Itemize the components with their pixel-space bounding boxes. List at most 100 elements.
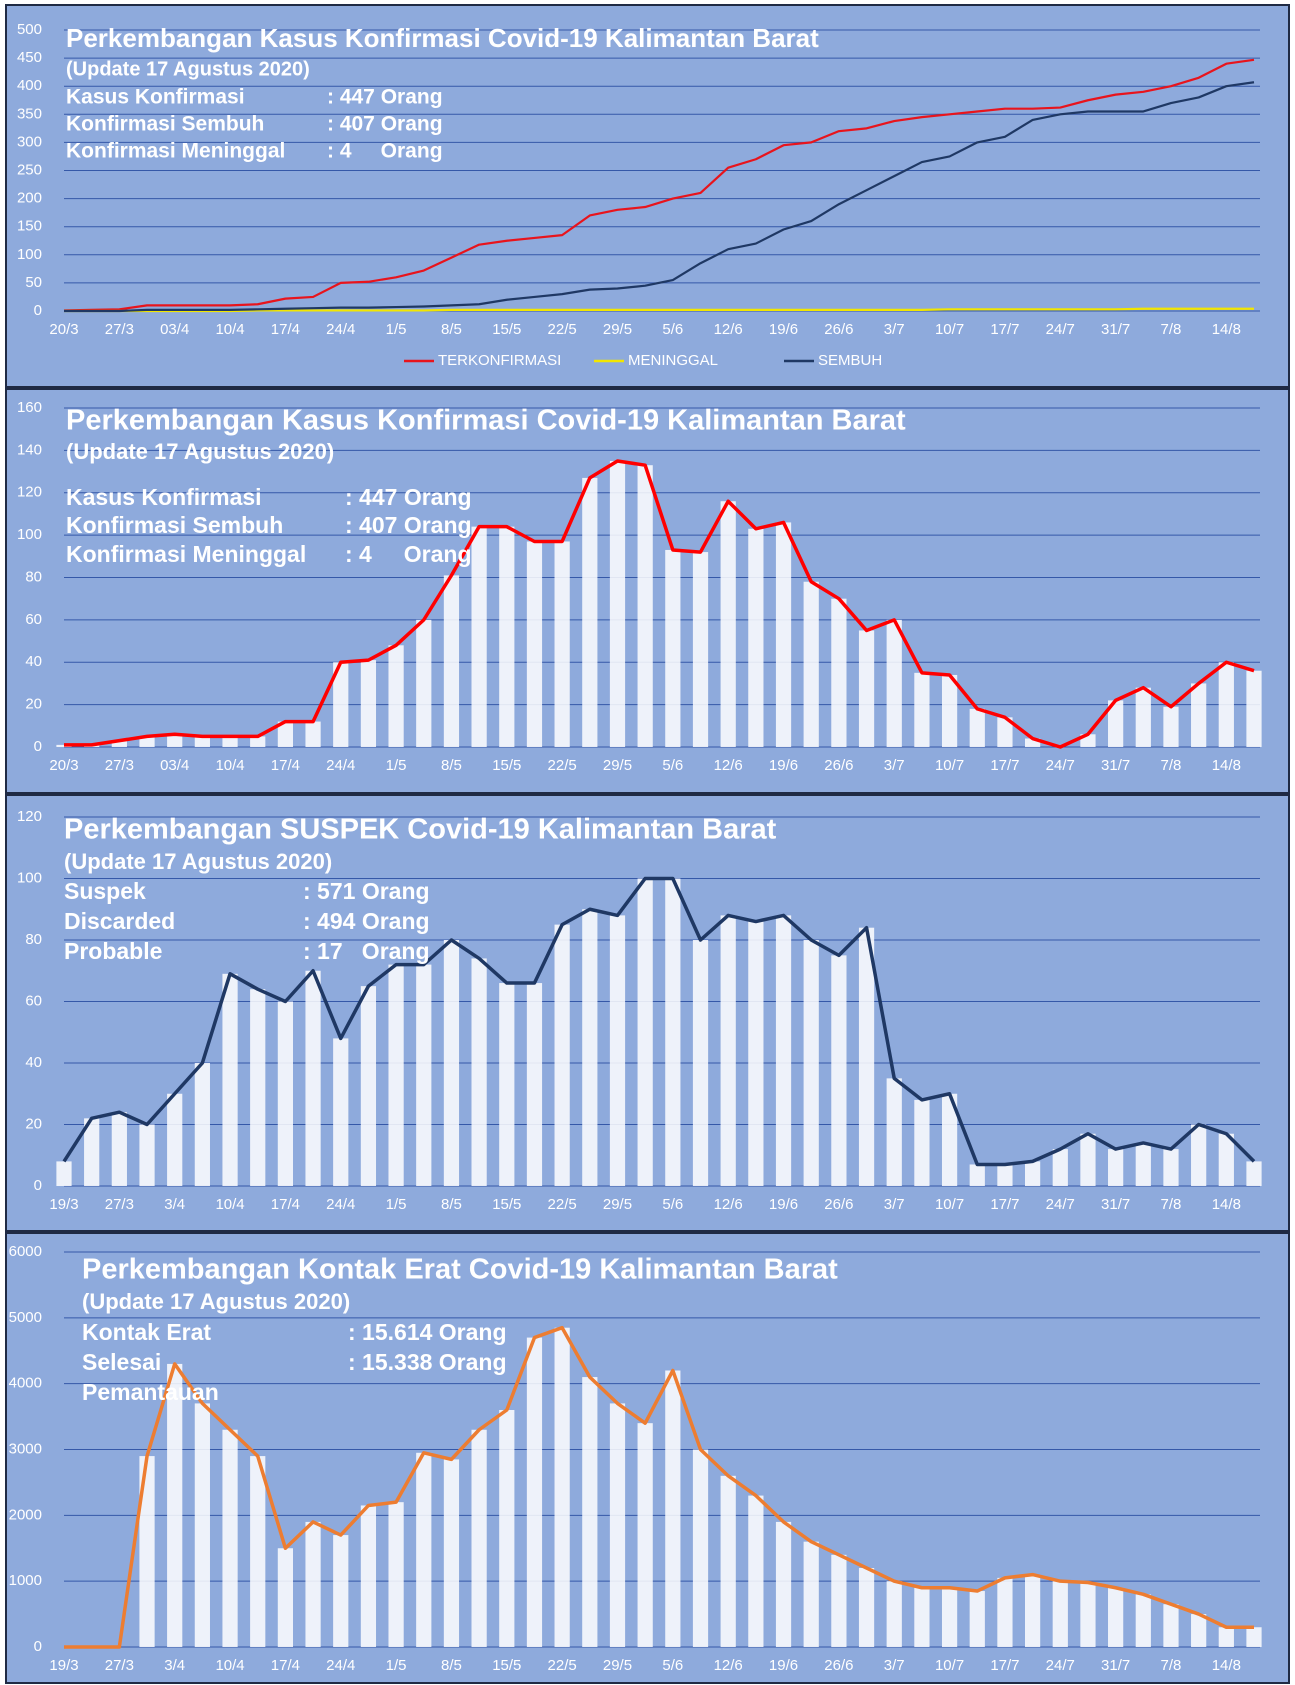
- y-tick-label: 300: [17, 133, 42, 150]
- bar: [775, 1521, 792, 1647]
- x-tick-label: 22/5: [548, 1657, 577, 1674]
- bar: [748, 1495, 764, 1647]
- bar: [1080, 1133, 1096, 1186]
- y-tick-label: 20: [25, 1115, 42, 1132]
- bar: [194, 736, 210, 747]
- x-tick-label: 5/6: [662, 321, 683, 338]
- x-tick-label: 5/6: [662, 1657, 683, 1674]
- bar: [941, 1093, 958, 1186]
- bar: [1080, 1582, 1096, 1647]
- bar: [858, 630, 875, 747]
- bar: [692, 1449, 709, 1647]
- bar: [554, 541, 570, 747]
- bar: [969, 708, 985, 747]
- bar: [997, 1577, 1013, 1647]
- panel-background: [5, 4, 1290, 388]
- bar: [222, 973, 238, 1186]
- bar: [388, 964, 404, 1186]
- x-tick-label: 3/7: [884, 757, 905, 774]
- x-tick-label: 8/5: [441, 321, 462, 338]
- x-tick-label: 1/5: [386, 757, 407, 774]
- bar: [305, 1521, 321, 1647]
- y-tick-label: 4000: [9, 1375, 42, 1392]
- x-tick-label: 19/3: [49, 1657, 78, 1674]
- bar: [139, 1456, 155, 1647]
- bar: [1218, 1133, 1234, 1186]
- info-label: Konfirmasi Sembuh: [66, 512, 283, 538]
- y-tick-label: 40: [25, 1054, 42, 1071]
- x-tick-label: 17/4: [271, 321, 300, 338]
- x-tick-label: 19/6: [769, 1657, 798, 1674]
- bar: [222, 1429, 238, 1647]
- bar: [720, 501, 736, 747]
- x-tick-label: 29/5: [603, 1657, 632, 1674]
- x-tick-label: 19/6: [769, 321, 798, 338]
- x-tick-label: 27/3: [105, 1196, 134, 1213]
- bar: [194, 1063, 210, 1186]
- x-tick-label: 27/3: [105, 321, 134, 338]
- y-tick-label: 80: [25, 568, 42, 585]
- bar: [139, 1124, 155, 1186]
- x-tick-label: 14/8: [1212, 1657, 1241, 1674]
- data-line: [64, 1325, 1254, 1649]
- bar: [222, 736, 238, 747]
- x-tick-label: 26/6: [824, 1196, 853, 1213]
- info-value: : 494 Orang: [303, 908, 430, 934]
- bar: [803, 1541, 819, 1647]
- y-tick-label: 0: [34, 738, 42, 755]
- y-tick-label: 200: [17, 190, 42, 207]
- x-tick-label: 24/4: [326, 321, 355, 338]
- bar: [277, 1001, 294, 1186]
- x-tick-label: 3/4: [164, 1196, 185, 1213]
- x-tick-label: 14/8: [1212, 757, 1241, 774]
- info-value: : 17 Orang: [303, 938, 430, 964]
- chart-panel: 0 50 100 150 200 250 300 350 400 450 500 20/3 27/3 03…: [5, 4, 1290, 388]
- bar: [250, 736, 266, 747]
- bar: [167, 734, 183, 747]
- x-tick-label: 24/7: [1046, 1196, 1075, 1213]
- bar: [167, 1363, 183, 1647]
- x-tick-label: 17/7: [990, 1196, 1019, 1213]
- bar: [1135, 1142, 1151, 1186]
- x-tick-label: 17/4: [271, 1196, 300, 1213]
- bar: [1218, 1627, 1234, 1647]
- y-tick-label: 160: [17, 399, 42, 416]
- bar: [443, 940, 460, 1186]
- x-tick-label: 17/7: [990, 321, 1019, 338]
- bar: [111, 1112, 127, 1186]
- bar: [665, 1370, 681, 1647]
- y-tick-label: 120: [17, 808, 42, 825]
- y-tick-label: 400: [17, 77, 42, 94]
- x-tick-label: 8/5: [441, 1657, 462, 1674]
- bar: [969, 1164, 985, 1186]
- info-label: Kasus Konfirmasi: [66, 86, 245, 109]
- bar: [305, 721, 321, 747]
- info-value: : 15.338 Orang: [348, 1349, 507, 1375]
- y-tick-label: 0: [34, 1177, 42, 1194]
- bar: [1191, 683, 1207, 747]
- x-tick-label: 24/4: [326, 1657, 355, 1674]
- x-tick-label: 17/4: [271, 757, 300, 774]
- bar: [692, 940, 709, 1186]
- info-value: : 4 Orang: [345, 541, 472, 567]
- bar: [803, 581, 819, 747]
- chart-panel: 0 20 40 60 80 100 120 19/3 27/3 3/4 10/4 17/4 24/4 1/…: [5, 794, 1290, 1232]
- y-tick-label: 6000: [9, 1243, 42, 1260]
- bar: [720, 915, 736, 1186]
- bar: [56, 1161, 72, 1186]
- bar: [388, 1502, 404, 1647]
- x-tick-label: 19/6: [769, 1196, 798, 1213]
- x-tick-label: 1/5: [386, 1657, 407, 1674]
- x-tick-label: 10/7: [935, 757, 964, 774]
- chart-subtitle: (Update 17 Agustus 2020): [66, 439, 334, 464]
- chart-title: Perkembangan Kontak Erat Covid-19 Kalima…: [82, 1254, 838, 1286]
- x-tick-label: 12/6: [714, 757, 743, 774]
- bar: [1246, 670, 1262, 747]
- x-tick-label: 22/5: [548, 757, 577, 774]
- bar: [416, 619, 432, 747]
- y-tick-label: 100: [17, 869, 42, 886]
- info-label: Konfirmasi Meninggal: [66, 140, 285, 163]
- bar: [554, 1327, 570, 1647]
- bar: [1108, 1587, 1124, 1647]
- info-value: : 407 Orang: [327, 113, 443, 136]
